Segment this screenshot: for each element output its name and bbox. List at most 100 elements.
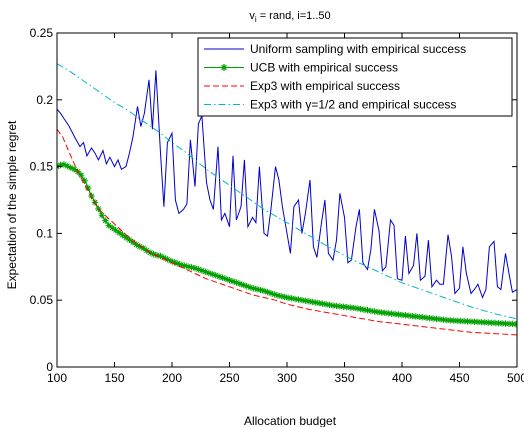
star-marker	[112, 226, 119, 234]
star-marker	[191, 264, 199, 272]
star-marker	[495, 319, 502, 327]
star-marker	[360, 306, 368, 313]
star-marker	[67, 164, 74, 171]
x-tick-label: 250	[219, 371, 239, 385]
star-marker	[102, 217, 109, 224]
star-marker	[422, 314, 430, 321]
star-marker	[150, 251, 157, 258]
star-marker	[481, 319, 488, 326]
star-marker	[284, 294, 292, 301]
star-marker	[115, 229, 123, 236]
star-marker	[329, 302, 337, 309]
star-marker	[88, 192, 95, 200]
y-tick-label: 0	[46, 360, 53, 374]
legend-label: UCB with empirical success	[250, 61, 398, 75]
star-marker	[126, 236, 133, 244]
star-marker	[229, 278, 237, 285]
star-marker	[309, 298, 316, 306]
star-marker	[491, 319, 499, 327]
y-axis-label: Expectation of the simple regret	[5, 120, 19, 289]
series-line-4	[57, 63, 517, 320]
star-marker	[412, 313, 419, 320]
series-2	[57, 161, 517, 328]
x-tick-label: 100	[47, 371, 67, 385]
y-tick-label: 0.2	[36, 93, 53, 107]
star-marker	[509, 320, 516, 328]
chart-title-rest: = rand, i=1..50	[257, 10, 331, 22]
star-marker	[133, 241, 140, 248]
star-marker	[371, 308, 378, 315]
star-marker	[316, 299, 323, 307]
y-tick-label: 0.25	[30, 26, 54, 40]
star-marker	[257, 286, 264, 294]
chart-title-subscript: i	[255, 15, 257, 24]
star-marker	[357, 305, 364, 313]
star-marker	[440, 316, 447, 323]
star-marker	[264, 288, 271, 296]
series-line-3	[57, 128, 517, 336]
legend-label: Uniform sampling with empirical success	[250, 42, 466, 56]
star-marker	[215, 273, 223, 280]
star-marker	[278, 292, 285, 300]
legend-box	[197, 37, 513, 117]
star-marker	[184, 263, 192, 270]
chart-title: vi = rand, i=1..50	[249, 10, 330, 24]
series-1	[57, 70, 517, 299]
star-marker	[333, 302, 340, 310]
star-marker	[322, 301, 330, 308]
x-tick-label: 350	[334, 371, 354, 385]
x-tick-label: 400	[392, 371, 412, 385]
star-marker	[178, 261, 185, 268]
star-marker	[350, 304, 357, 312]
star-marker	[122, 234, 130, 241]
star-marker	[57, 161, 64, 169]
star-marker	[319, 300, 326, 307]
star-marker	[474, 318, 482, 326]
star-marker	[164, 256, 171, 263]
star-marker	[378, 309, 385, 316]
y-tick-label: 0.05	[30, 293, 54, 307]
star-marker	[505, 320, 513, 327]
star-marker	[243, 282, 250, 290]
star-marker	[288, 295, 295, 302]
star-marker	[429, 315, 437, 322]
legend-label: Exp3 with empirical success	[250, 79, 400, 93]
star-marker	[71, 166, 78, 173]
star-marker	[416, 313, 423, 321]
star-marker	[160, 254, 168, 261]
star-marker	[464, 318, 471, 325]
star-marker	[433, 315, 440, 323]
star-marker	[236, 280, 244, 287]
star-marker	[219, 274, 226, 281]
star-marker	[405, 312, 413, 319]
star-marker	[460, 317, 468, 325]
star-marker	[398, 311, 406, 319]
star-marker	[205, 269, 212, 277]
star-marker	[64, 162, 71, 170]
star-marker	[302, 297, 309, 304]
x-tick-label: 150	[104, 371, 124, 385]
star-marker	[512, 320, 517, 328]
star-marker	[247, 284, 254, 291]
star-marker	[212, 272, 219, 279]
plot-area	[57, 63, 517, 336]
star-marker	[95, 205, 102, 213]
star-marker	[222, 275, 230, 283]
star-marker	[419, 314, 426, 321]
star-marker	[364, 307, 371, 314]
star-marker	[167, 257, 175, 265]
star-marker	[226, 276, 233, 284]
legend-label: Exp3 with γ=1/2 and empirical success	[250, 98, 456, 112]
star-marker	[119, 231, 126, 239]
star-marker	[447, 317, 454, 324]
star-marker	[467, 318, 475, 325]
series-line-2	[57, 163, 517, 325]
star-marker	[353, 305, 361, 312]
star-marker	[478, 318, 485, 326]
star-marker	[198, 267, 206, 274]
star-marker	[129, 239, 137, 246]
star-marker	[188, 264, 195, 271]
star-marker	[84, 184, 92, 192]
star-marker	[391, 310, 399, 318]
